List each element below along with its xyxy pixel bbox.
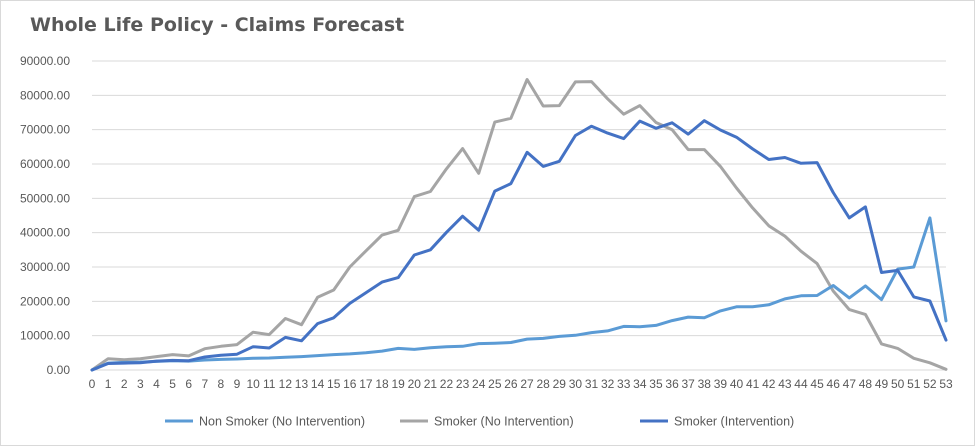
legend-label-2: Smoker (Intervention)	[674, 415, 794, 429]
x-tick-label: 28	[536, 377, 550, 391]
y-tick-label: 70000.00	[20, 123, 70, 137]
x-tick-label: 15	[327, 377, 341, 391]
x-tick-label: 4	[153, 377, 160, 391]
x-tick-label: 44	[794, 377, 808, 391]
x-tick-label: 7	[201, 377, 208, 391]
x-tick-label: 11	[263, 377, 276, 391]
x-tick-label: 2	[121, 377, 128, 391]
x-tick-label: 35	[649, 377, 663, 391]
x-tick-label: 29	[553, 377, 567, 391]
x-tick-label: 37	[682, 377, 696, 391]
x-tick-label: 23	[456, 377, 470, 391]
y-tick-label: 60000.00	[20, 157, 70, 171]
chart-title: Whole Life Policy - Claims Forecast	[30, 14, 405, 36]
y-tick-label: 50000.00	[20, 191, 70, 205]
legend-label-0: Non Smoker (No Intervention)	[199, 415, 365, 429]
x-tick-label: 10	[246, 377, 260, 391]
series-lines	[90, 78, 948, 372]
x-tick-label: 42	[762, 377, 776, 391]
series-line-0	[90, 216, 948, 372]
x-tick-label: 20	[408, 377, 422, 391]
x-tick-label: 53	[939, 377, 953, 391]
x-tick-label: 13	[295, 377, 309, 391]
x-tick-label: 19	[391, 377, 405, 391]
x-tick-label: 14	[311, 377, 325, 391]
y-tick-label: 90000.00	[20, 54, 70, 68]
y-tick-label: 10000.00	[20, 329, 70, 343]
x-tick-label: 50	[891, 377, 905, 391]
x-tick-label: 30	[569, 377, 583, 391]
x-tick-label: 18	[375, 377, 389, 391]
x-tick-label: 21	[424, 377, 438, 391]
x-tick-label: 34	[633, 377, 647, 391]
x-tick-label: 51	[907, 377, 921, 391]
y-tick-label: 30000.00	[20, 260, 70, 274]
series-line-2	[90, 119, 948, 372]
x-tick-label: 46	[827, 377, 841, 391]
gridlines	[92, 60, 946, 371]
x-tick-label: 52	[923, 377, 937, 391]
x-tick-label: 45	[810, 377, 824, 391]
x-tick-label: 49	[875, 377, 889, 391]
x-tick-label: 31	[585, 377, 599, 391]
x-tick-label: 48	[859, 377, 873, 391]
x-tick-label: 39	[714, 377, 728, 391]
x-tick-label: 8	[218, 377, 225, 391]
x-tick-label: 33	[617, 377, 631, 391]
x-axis-ticks: 0 1 2 3 4 5 6 7 8 9 10 11 12 13 14 15 16 17 18 19 20 21 22 23 24…	[89, 377, 953, 391]
x-tick-label: 3	[137, 377, 144, 391]
x-tick-label: 47	[843, 377, 857, 391]
y-tick-label: 0.00	[47, 363, 71, 377]
x-tick-label: 12	[279, 377, 293, 391]
x-tick-label: 41	[746, 377, 760, 391]
y-tick-label: 40000.00	[20, 226, 70, 240]
x-tick-label: 26	[504, 377, 518, 391]
x-tick-label: 43	[778, 377, 792, 391]
legend-label-1: Smoker (No Intervention)	[434, 415, 574, 429]
x-tick-label: 36	[665, 377, 679, 391]
x-tick-label: 22	[440, 377, 454, 391]
y-tick-label: 20000.00	[20, 294, 70, 308]
legend: Non Smoker (No Intervention) Smoker (No I…	[165, 415, 794, 429]
x-tick-label: 16	[343, 377, 357, 391]
x-tick-label: 27	[520, 377, 534, 391]
y-axis-ticks: 0.00 10000.00 20000.00 30000.00 40000.00 5000…	[20, 54, 70, 377]
x-tick-label: 1	[105, 377, 112, 391]
x-tick-label: 24	[472, 377, 486, 391]
x-tick-label: 9	[234, 377, 241, 391]
y-tick-label: 80000.00	[20, 88, 70, 102]
x-tick-label: 38	[698, 377, 712, 391]
x-tick-label: 25	[488, 377, 502, 391]
x-tick-label: 32	[601, 377, 615, 391]
x-tick-label: 40	[730, 377, 744, 391]
x-tick-label: 5	[169, 377, 176, 391]
series-line-1	[90, 78, 948, 372]
x-tick-label: 0	[89, 377, 96, 391]
x-tick-label: 6	[185, 377, 192, 391]
x-tick-label: 17	[359, 377, 373, 391]
